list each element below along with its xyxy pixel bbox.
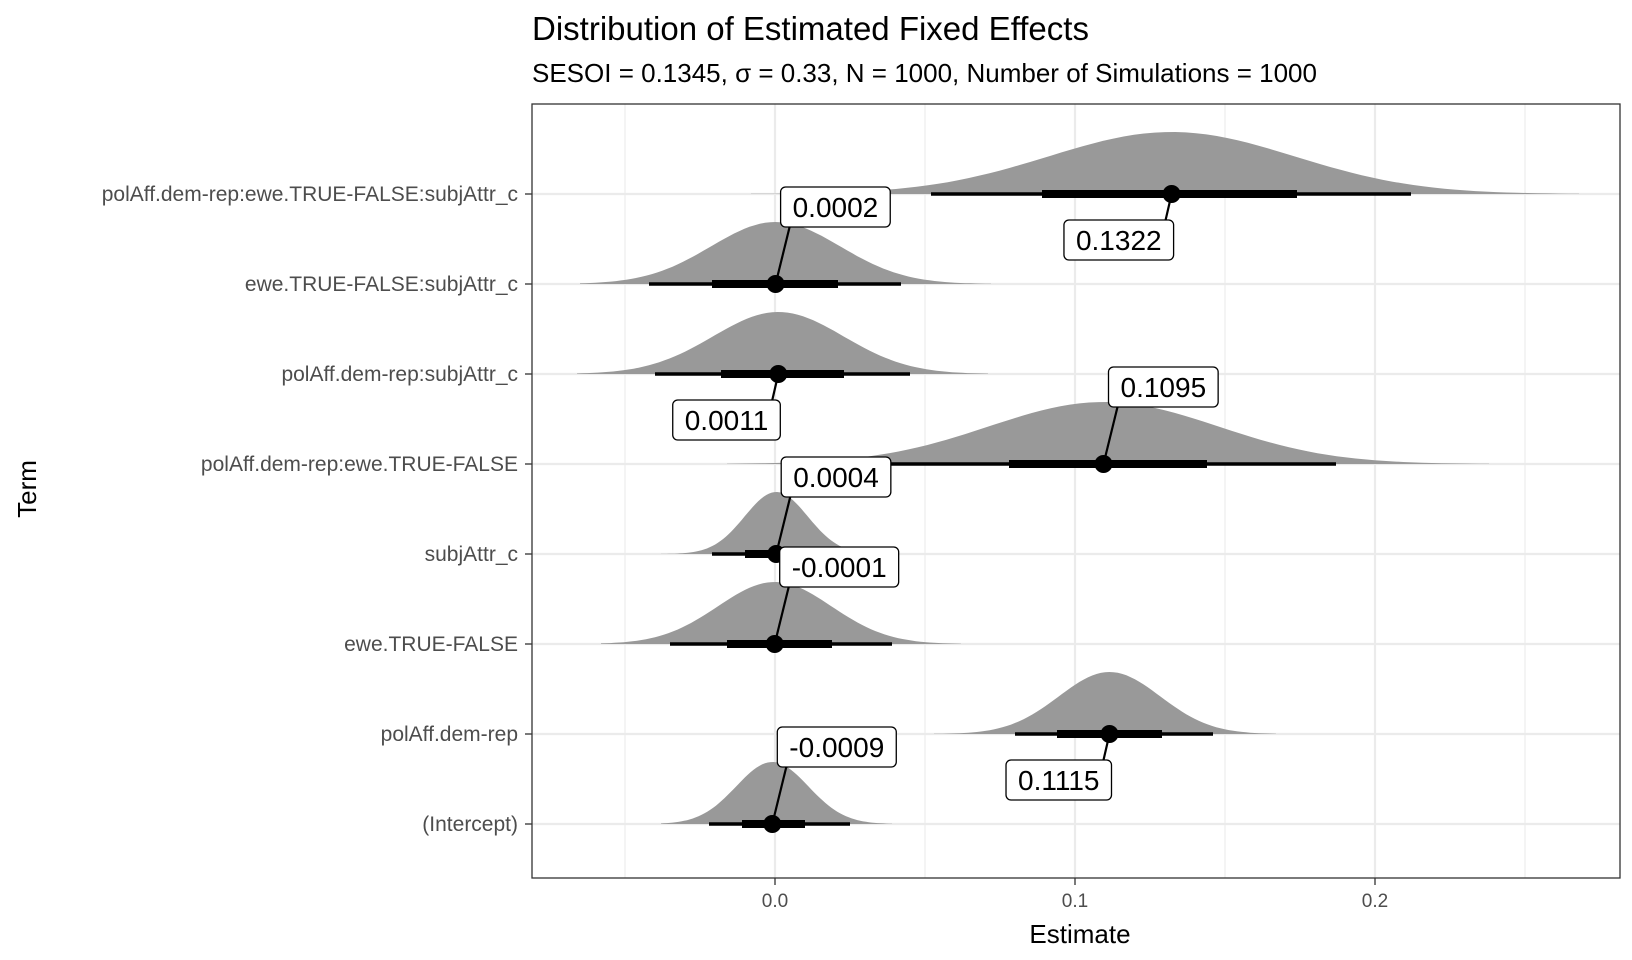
- y-axis: (Intercept) polAff.dem-rep ewe.TRUE-FALSE s…: [102, 183, 532, 836]
- label-box: [779, 546, 900, 588]
- y-tick-label: polAff.dem-rep: [381, 723, 518, 746]
- point-label: 0.0002: [774, 186, 891, 285]
- label-leader: [773, 586, 790, 645]
- point-label-text: -0.0001: [792, 552, 887, 583]
- point-label: 0.1115: [1005, 733, 1113, 801]
- y-tick-label: ewe.TRUE-FALSE:subjAttr_c: [245, 273, 518, 296]
- density-slab: [577, 312, 988, 374]
- point-label-text: 0.1095: [1121, 372, 1207, 403]
- label-leader: [774, 226, 791, 285]
- panel-border: [531, 103, 1621, 879]
- y-axis-title: Term: [12, 460, 42, 518]
- density-slab: [661, 492, 877, 554]
- label-leader: [771, 766, 788, 825]
- point-label: 0.1322: [1063, 193, 1175, 261]
- point-label: 0.1095: [1102, 366, 1219, 465]
- density-slab: [661, 762, 892, 824]
- label-leader: [771, 373, 780, 401]
- label-leader: [1164, 193, 1173, 221]
- point-label: -0.0001: [773, 546, 900, 645]
- x-axis-title: Estimate: [1029, 919, 1130, 949]
- y-tick-label: ewe.TRUE-FALSE: [344, 633, 518, 656]
- label-box: [1107, 366, 1219, 408]
- chart-subtitle: SESOI = 0.1345, σ = 0.33, N = 1000, Numb…: [532, 58, 1317, 88]
- density-slab: [934, 672, 1276, 734]
- x-tick-label: 0.0: [762, 891, 788, 912]
- label-leader: [1102, 406, 1119, 465]
- label-box: [779, 186, 891, 228]
- point-label-layer: -0.0009 0.1115 -0.0001 0.0004 0.1095 0.0011 0.…: [672, 186, 1219, 825]
- chart-title: Distribution of Estimated Fixed Effects: [532, 10, 1089, 47]
- y-tick-label: subjAttr_c: [425, 543, 518, 566]
- x-tick-label: 0.2: [1362, 891, 1388, 912]
- point-label-text: 0.0011: [685, 405, 769, 436]
- y-tick-label: (Intercept): [422, 813, 518, 836]
- label-box: [672, 399, 781, 441]
- point-label-text: 0.1322: [1076, 225, 1162, 256]
- point-label-text: 0.0002: [793, 192, 879, 223]
- density-slab: [751, 132, 1579, 194]
- density-slab: [727, 402, 1489, 464]
- y-tick-label: polAff.dem-rep:ewe.TRUE-FALSE: [201, 453, 518, 476]
- point-label-text: 0.1115: [1018, 765, 1099, 796]
- x-axis: 0.0 0.1 0.2: [762, 878, 1388, 912]
- label-box: [1005, 759, 1113, 801]
- point-label: 0.0004: [775, 456, 892, 555]
- point-label: 0.0011: [672, 373, 781, 441]
- point-label-text: -0.0009: [789, 732, 884, 763]
- density-slab: [601, 582, 961, 644]
- label-leader: [775, 496, 792, 555]
- label-box: [776, 726, 897, 768]
- y-tick-label: polAff.dem-rep:subjAttr_c: [281, 363, 518, 386]
- density-layer: [577, 132, 1579, 824]
- point-label-text: 0.0004: [793, 462, 879, 493]
- point-label: -0.0009: [771, 726, 897, 825]
- density-slab: [580, 222, 991, 284]
- y-tick-label: polAff.dem-rep:ewe.TRUE-FALSE:subjAttr_c: [102, 183, 518, 206]
- x-tick-label: 0.1: [1062, 891, 1088, 912]
- label-box: [780, 456, 892, 498]
- label-box: [1063, 219, 1175, 261]
- label-leader: [1102, 733, 1111, 761]
